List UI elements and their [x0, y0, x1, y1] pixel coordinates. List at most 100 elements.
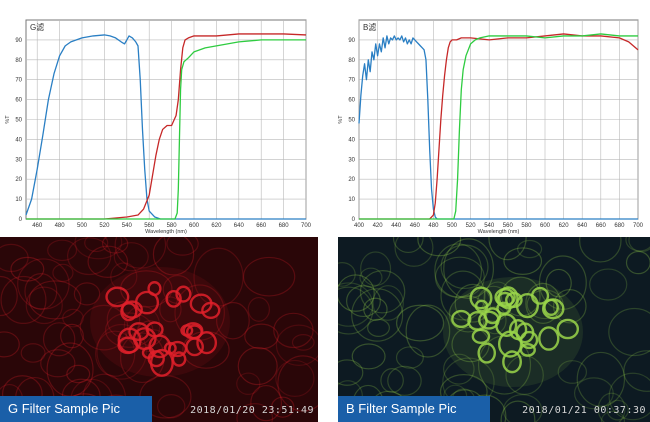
background-cell — [47, 239, 78, 262]
background-cell — [159, 296, 182, 323]
b-filter-chart-svg: 400 420 440 460 480 500 520 540 560 580 600 620 640 6… — [338, 19, 644, 235]
vessel-ring — [145, 321, 164, 338]
background-cell — [242, 256, 296, 297]
background-cell — [443, 353, 475, 385]
background-cell — [96, 323, 147, 380]
background-cell — [503, 247, 543, 275]
x-tick-label: 500 — [77, 223, 88, 229]
background-cell — [52, 263, 74, 282]
vessel-ring — [149, 348, 174, 377]
transmission-series-1 — [358, 35, 638, 220]
micrograph-background — [338, 237, 650, 422]
background-cell — [104, 312, 154, 348]
background-cell — [0, 275, 18, 317]
vessel-ring — [165, 290, 182, 308]
x-tick-label: 640 — [577, 223, 588, 229]
vessel-ring — [201, 301, 221, 320]
background-cell — [216, 301, 250, 340]
background-cell — [545, 268, 572, 298]
background-cell — [250, 384, 283, 422]
vessel-ring — [497, 286, 519, 310]
background-cell — [440, 244, 489, 290]
background-cell — [395, 346, 424, 369]
background-cell — [394, 237, 434, 267]
y-tick-label: 50 — [348, 118, 355, 124]
background-cell — [606, 399, 629, 421]
y-tick-label: 30 — [15, 157, 22, 163]
y-tick-label: 30 — [348, 157, 355, 163]
background-cell — [417, 237, 462, 257]
transmission-series-2 — [26, 33, 307, 220]
background-cell — [338, 274, 375, 312]
x-tick-label: 520 — [99, 223, 110, 229]
x-tick-label: 640 — [234, 223, 245, 229]
y-tick-label: 0 — [19, 217, 23, 223]
x-tick-label: 700 — [633, 223, 644, 229]
g-filter-micrograph — [0, 237, 318, 422]
background-cell — [338, 262, 356, 287]
y-axis-label: %T — [338, 115, 344, 124]
background-cell — [338, 359, 364, 386]
background-cell — [443, 238, 495, 299]
background-cell — [74, 237, 123, 260]
background-cell — [20, 343, 46, 363]
x-tick-label: 400 — [354, 223, 365, 229]
background-cell — [84, 237, 109, 253]
background-cell — [589, 268, 628, 301]
x-tick-label: 620 — [559, 223, 570, 229]
x-tick-label: 680 — [279, 223, 290, 229]
y-tick-label: 20 — [15, 177, 22, 183]
vessel-ring — [538, 326, 560, 351]
background-cell — [338, 286, 374, 335]
background-cell — [0, 275, 47, 325]
background-cell — [360, 251, 392, 287]
x-tick-label: 700 — [301, 223, 312, 229]
b-filter-micrograph — [338, 237, 650, 422]
background-cell — [434, 256, 485, 299]
background-cell — [106, 301, 141, 338]
background-cell — [608, 307, 650, 357]
chart-title: B滤 — [363, 22, 376, 32]
background-cell — [576, 351, 626, 407]
vessel-ring — [502, 350, 522, 374]
x-tick-label: 660 — [256, 223, 267, 229]
x-tick-label: 460 — [32, 223, 43, 229]
background-cell — [351, 343, 386, 370]
chart-title: G滤 — [30, 22, 44, 32]
background-cell — [10, 256, 45, 282]
vascular-bundle-glow — [90, 267, 230, 377]
background-cell — [387, 365, 422, 396]
x-tick-label: 420 — [373, 223, 384, 229]
y-tick-label: 10 — [15, 197, 22, 203]
background-cell — [396, 304, 445, 342]
background-cell — [66, 364, 91, 384]
background-cell — [359, 270, 406, 314]
background-cell — [40, 349, 76, 378]
background-cell — [573, 377, 614, 410]
x-tick-label: 500 — [447, 223, 458, 229]
vessel-ring — [469, 286, 493, 310]
vessel-ring — [121, 300, 143, 319]
background-cell — [434, 243, 483, 298]
background-cell — [291, 334, 315, 351]
background-cell — [101, 237, 129, 254]
vessel-ring — [141, 346, 155, 359]
y-tick-label: 60 — [15, 98, 22, 104]
x-tick-label: 660 — [596, 223, 607, 229]
y-axis-label: %T — [5, 115, 11, 124]
background-cell — [275, 359, 315, 398]
background-cell — [372, 285, 404, 321]
b-filter-chart: 400 420 440 460 480 500 520 540 560 580 600 620 640 6… — [338, 0, 650, 237]
background-cell — [448, 295, 488, 333]
background-cell — [73, 282, 101, 306]
x-tick-label: 460 — [410, 223, 421, 229]
x-axis-label: Wavelength (nm) — [478, 229, 520, 235]
x-tick-label: 580 — [167, 223, 178, 229]
background-cell — [517, 239, 543, 259]
vessel-ring — [117, 336, 139, 355]
y-tick-label: 80 — [348, 58, 355, 64]
g-filter-chart-svg: 460 480 500 520 540 560 580 600 620 640 660 680 700 0… — [5, 19, 312, 235]
background-cell — [557, 360, 588, 384]
background-cell — [552, 289, 587, 324]
vessel-ring — [163, 341, 177, 355]
